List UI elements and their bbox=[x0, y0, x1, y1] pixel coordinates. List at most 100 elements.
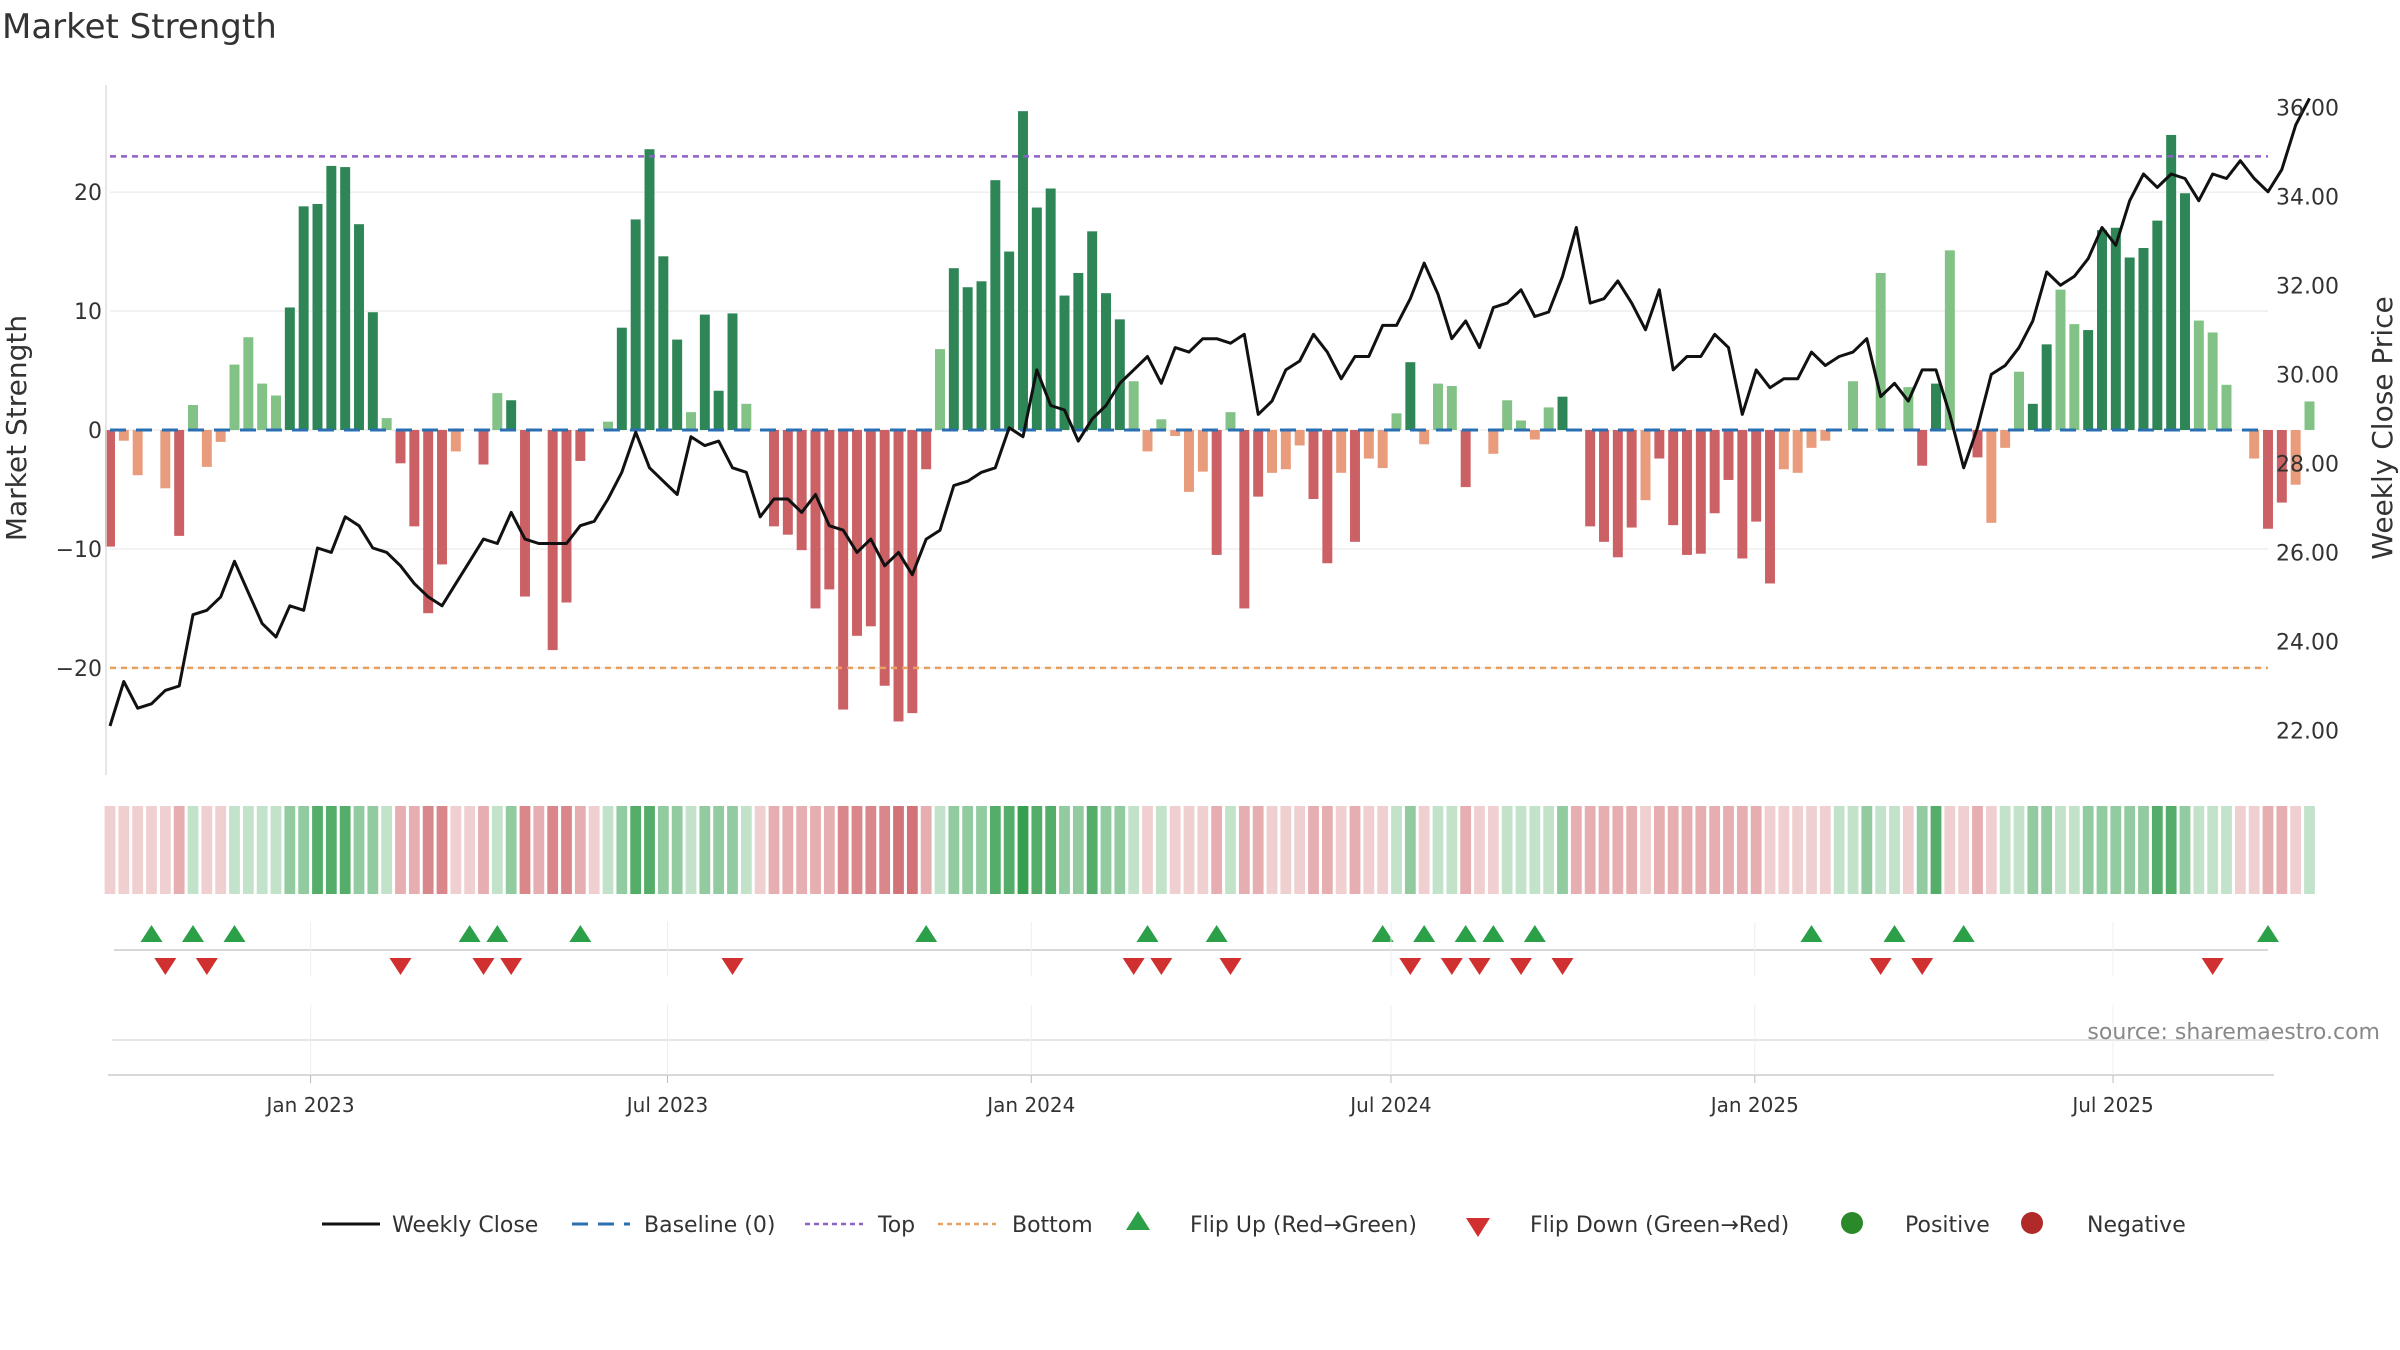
shade-cell bbox=[837, 806, 849, 894]
flip-down-marker bbox=[1219, 958, 1242, 975]
shade-cell bbox=[976, 806, 987, 894]
shade-cell bbox=[685, 806, 697, 894]
strength-bar bbox=[2097, 230, 2107, 430]
strength-bar bbox=[1294, 430, 1305, 446]
shade-cell bbox=[1806, 806, 1817, 894]
x-tick-label: Jul 2024 bbox=[1348, 1093, 1431, 1117]
strength-bar bbox=[1516, 420, 1526, 430]
strength-bar bbox=[1336, 430, 1347, 473]
shade-cell bbox=[2124, 806, 2136, 894]
shade-cell bbox=[810, 806, 821, 894]
shade-cell bbox=[1861, 806, 1873, 894]
shade-cell bbox=[699, 806, 711, 894]
shade-cell bbox=[1072, 806, 1084, 894]
shade-cell bbox=[1570, 806, 1582, 894]
strength-bar bbox=[2193, 320, 2204, 430]
flip-down-marker bbox=[1468, 958, 1491, 975]
y-axis-label-left: Market Strength bbox=[0, 315, 33, 541]
strength-bar bbox=[1737, 430, 1748, 559]
strength-bar bbox=[2180, 193, 2190, 430]
shade-cell bbox=[1003, 806, 1015, 894]
strength-bar bbox=[962, 287, 973, 430]
strength-bar bbox=[160, 430, 171, 489]
shade-cell bbox=[2262, 806, 2274, 894]
shade-cell bbox=[2055, 806, 2066, 894]
shade-cell bbox=[1059, 806, 1070, 894]
strength-bar bbox=[1529, 430, 1540, 440]
strength-bar bbox=[1031, 207, 1042, 430]
legend-label: Positive bbox=[1905, 1213, 1990, 1238]
shade-cell bbox=[1100, 806, 1112, 894]
shade-cell bbox=[1446, 806, 1458, 894]
y-tick-right: 22.00 bbox=[2276, 719, 2339, 744]
strength-bar bbox=[2304, 401, 2315, 430]
shade-cell bbox=[962, 806, 974, 894]
strength-bar bbox=[492, 393, 503, 430]
y-tick-right: 32.00 bbox=[2276, 274, 2339, 299]
strength-bar bbox=[2138, 247, 2149, 430]
shade-cell bbox=[367, 806, 379, 894]
strength-bar bbox=[2124, 257, 2135, 430]
shade-cell bbox=[1142, 806, 1153, 894]
shade-cell bbox=[450, 806, 462, 894]
strength-bar bbox=[2276, 430, 2287, 503]
strength-bar bbox=[1875, 272, 1886, 430]
strength-bar bbox=[520, 430, 530, 597]
shade-cell bbox=[1999, 806, 2011, 894]
shade-cell bbox=[2013, 806, 2025, 894]
strength-bar bbox=[271, 395, 281, 430]
flip-up-marker bbox=[915, 925, 938, 942]
shade-cell bbox=[436, 806, 448, 894]
strength-bar bbox=[437, 430, 447, 565]
strength-bar bbox=[1128, 381, 1139, 430]
shade-cell bbox=[1944, 806, 1956, 894]
strength-bar bbox=[118, 430, 129, 441]
shade-cell bbox=[1515, 806, 1527, 894]
shade-cell bbox=[2221, 806, 2232, 894]
flip-up-marker bbox=[1413, 925, 1436, 942]
chart-title: Market Strength bbox=[2, 7, 277, 47]
strength-bar bbox=[1391, 413, 1402, 430]
strength-bar bbox=[450, 430, 461, 452]
strength-bar bbox=[796, 430, 807, 551]
shade-cell bbox=[2082, 806, 2094, 894]
shade-cell bbox=[865, 806, 877, 894]
flip-down-marker bbox=[1399, 958, 1422, 975]
shade-cell bbox=[2290, 806, 2302, 894]
strength-bar bbox=[1972, 430, 1983, 458]
y-tick-left: 20 bbox=[74, 181, 102, 206]
strength-bar bbox=[1695, 430, 1706, 554]
strength-bar bbox=[1446, 385, 1457, 430]
shade-cell bbox=[2248, 806, 2260, 894]
strength-bar bbox=[1363, 430, 1374, 459]
x-tick-label: Jan 2025 bbox=[1709, 1093, 1799, 1117]
shade-cell bbox=[519, 806, 531, 894]
shade-cell bbox=[1363, 806, 1375, 894]
strength-bar bbox=[1806, 430, 1817, 448]
strength-bar bbox=[1405, 362, 1416, 430]
shade-cell bbox=[201, 806, 213, 894]
shade-cell bbox=[574, 806, 586, 894]
y-tick-right: 36.00 bbox=[2276, 96, 2339, 121]
strength-bar bbox=[2069, 324, 2080, 430]
strength-bar bbox=[893, 430, 904, 722]
weekly-close-path bbox=[108, 97, 2311, 727]
strength-bar bbox=[1350, 430, 1360, 542]
flip-down-marker bbox=[472, 958, 495, 975]
strength-bar bbox=[1197, 430, 1208, 472]
flip-down-marker bbox=[2201, 958, 2224, 975]
shade-cell bbox=[561, 806, 572, 894]
reference-lines bbox=[110, 155, 2268, 670]
strength-bar bbox=[506, 400, 517, 430]
strength-bar bbox=[478, 430, 489, 465]
legend-label: Negative bbox=[2087, 1213, 2186, 1238]
shade-cell bbox=[422, 806, 434, 894]
shade-cell bbox=[1626, 806, 1638, 894]
strength-bar bbox=[824, 430, 835, 590]
shade-cell bbox=[1778, 806, 1790, 894]
shade-cell bbox=[2165, 806, 2177, 894]
shade-cell bbox=[2138, 806, 2149, 894]
shade-cell bbox=[547, 806, 559, 894]
shade-cell bbox=[1916, 806, 1928, 894]
shade-cell bbox=[173, 806, 185, 894]
